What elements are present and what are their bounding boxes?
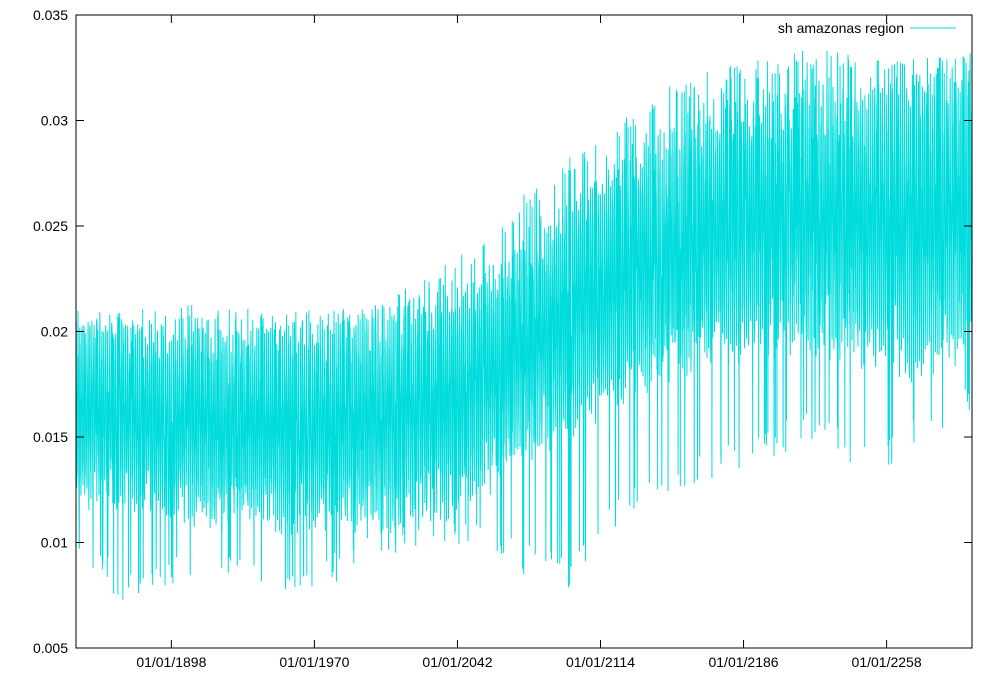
- axes-layer: 0.005 0.01 0.015 0.02 0.025 0.03 0.035 01/01/18…: [33, 7, 973, 670]
- x-tick-label: 01/01/1970: [279, 654, 349, 670]
- series-line: [75, 50, 973, 600]
- x-tick-label: 01/01/2114: [566, 654, 635, 670]
- series-layer: [75, 50, 973, 600]
- y-tick-label: 0.015: [33, 429, 68, 445]
- y-tick-label: 0.03: [41, 113, 68, 129]
- x-tick-label: 01/01/2042: [422, 654, 492, 670]
- x-tick-label: 01/01/2186: [708, 654, 778, 670]
- y-tick-label: 0.01: [41, 535, 68, 551]
- y-tick-label: 0.025: [33, 218, 68, 234]
- x-tick-label: 01/01/2258: [852, 654, 922, 670]
- legend-label: sh amazonas region: [778, 20, 904, 36]
- y-tick-label: 0.035: [33, 7, 68, 23]
- y-tick-label: 0.005: [33, 640, 68, 656]
- x-tick-label: 01/01/1898: [136, 654, 206, 670]
- y-tick-label: 0.02: [41, 324, 68, 340]
- legend: sh amazonas region: [778, 20, 956, 36]
